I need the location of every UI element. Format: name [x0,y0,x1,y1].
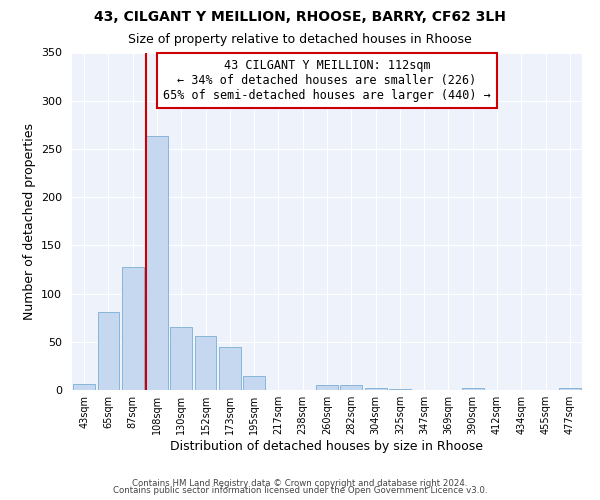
Bar [389,389,411,390]
Text: Size of property relative to detached houses in Rhoose: Size of property relative to detached ho… [128,32,472,46]
Text: 43, CILGANT Y MEILLION, RHOOSE, BARRY, CF62 3LH: 43, CILGANT Y MEILLION, RHOOSE, BARRY, C… [94,10,506,24]
Bar [170,328,192,390]
Bar [73,384,95,390]
X-axis label: Distribution of detached houses by size in Rhoose: Distribution of detached houses by size … [170,440,484,453]
Bar [243,376,265,390]
Bar [122,266,143,390]
Bar [316,385,338,390]
Bar [559,388,581,390]
Bar [340,385,362,390]
Bar [146,136,168,390]
Text: 43 CILGANT Y MEILLION: 112sqm
← 34% of detached houses are smaller (226)
65% of : 43 CILGANT Y MEILLION: 112sqm ← 34% of d… [163,59,491,102]
Bar [194,336,217,390]
Bar [462,388,484,390]
Text: Contains HM Land Registry data © Crown copyright and database right 2024.: Contains HM Land Registry data © Crown c… [132,478,468,488]
Text: Contains public sector information licensed under the Open Government Licence v3: Contains public sector information licen… [113,486,487,495]
Bar [97,312,119,390]
Bar [365,388,386,390]
Bar [219,346,241,390]
Y-axis label: Number of detached properties: Number of detached properties [23,122,35,320]
